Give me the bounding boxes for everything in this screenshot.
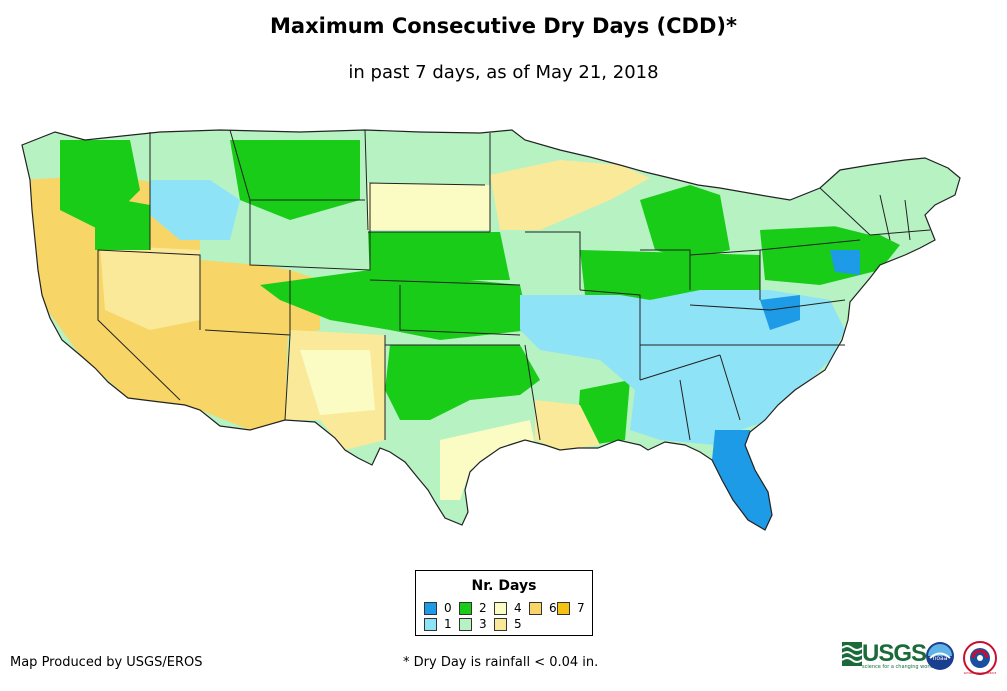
legend-swatch <box>459 601 472 615</box>
credit-text: Map Produced by USGS/EROS <box>10 655 203 670</box>
legend-swatch <box>424 617 437 631</box>
legend-item-6: 6 <box>529 601 557 615</box>
legend-label: 1 <box>444 617 452 631</box>
dry-day-note: * Dry Day is rainfall < 0.04 in. <box>403 655 599 670</box>
legend-swatch <box>494 617 507 631</box>
legend-swatch <box>529 601 542 615</box>
legend-swatch <box>494 601 507 615</box>
legend-label: 0 <box>444 601 452 615</box>
legend-item-1: 1 <box>424 617 452 631</box>
legend-item-5: 5 <box>494 617 522 631</box>
nws-text: NATIONAL WEATHER SERVICE <box>964 672 997 675</box>
legend-item-0: 0 <box>424 601 452 615</box>
legend-label: 7 <box>577 601 585 615</box>
map-subtitle: in past 7 days, as of May 21, 2018 <box>348 62 659 83</box>
legend-title: Nr. Days <box>471 578 537 594</box>
legend-label: 5 <box>514 617 522 631</box>
us-cdd-map <box>21 129 961 531</box>
legend-label: 3 <box>479 617 487 631</box>
usgs-logo: USGS science for a changing world <box>842 640 934 670</box>
usgs-wordmark: USGS <box>862 640 927 667</box>
legend-label: 6 <box>549 601 557 615</box>
noaa-logo-icon: noaa <box>926 642 954 670</box>
map-legend: Nr. Days 0 1 2 3 4 5 6 7 <box>415 570 593 636</box>
map-title: Maximum Consecutive Dry Days (CDD)* <box>270 14 737 38</box>
usgs-wave-icon <box>842 642 862 666</box>
legend-item-4: 4 <box>494 601 522 615</box>
legend-item-3: 3 <box>459 617 487 631</box>
legend-swatch <box>557 601 570 615</box>
legend-swatch <box>459 617 472 631</box>
legend-item-7: 7 <box>557 601 585 615</box>
legend-item-2: 2 <box>459 601 487 615</box>
usgs-tagline: science for a changing world <box>862 664 934 670</box>
legend-label: 4 <box>514 601 522 615</box>
legend-label: 2 <box>479 601 487 615</box>
legend-swatch <box>424 601 437 615</box>
nws-logo-icon: NATIONAL WEATHER SERVICE <box>963 641 997 675</box>
noaa-text: noaa <box>933 655 948 662</box>
